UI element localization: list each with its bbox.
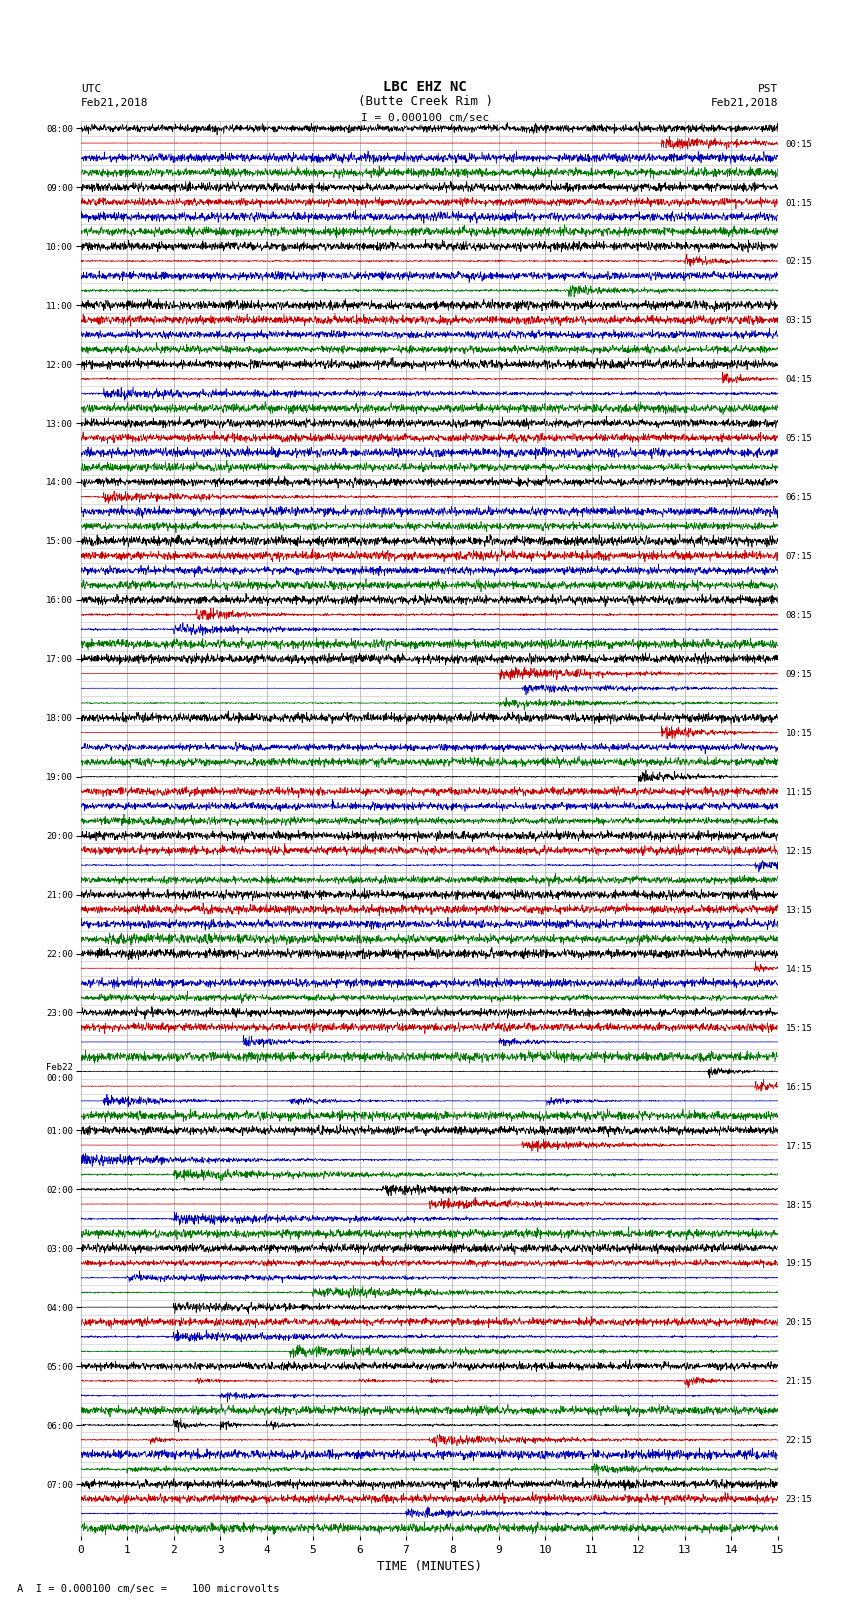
Text: LBC EHZ NC: LBC EHZ NC <box>383 79 467 94</box>
Text: PST: PST <box>757 84 778 94</box>
Text: I = 0.000100 cm/sec: I = 0.000100 cm/sec <box>361 113 489 123</box>
Text: Feb21,2018: Feb21,2018 <box>711 98 778 108</box>
Text: A  I = 0.000100 cm/sec =    100 microvolts: A I = 0.000100 cm/sec = 100 microvolts <box>17 1584 280 1594</box>
X-axis label: TIME (MINUTES): TIME (MINUTES) <box>377 1560 482 1573</box>
Text: UTC: UTC <box>81 84 101 94</box>
Text: (Butte Creek Rim ): (Butte Creek Rim ) <box>358 95 492 108</box>
Text: Feb21,2018: Feb21,2018 <box>81 98 148 108</box>
